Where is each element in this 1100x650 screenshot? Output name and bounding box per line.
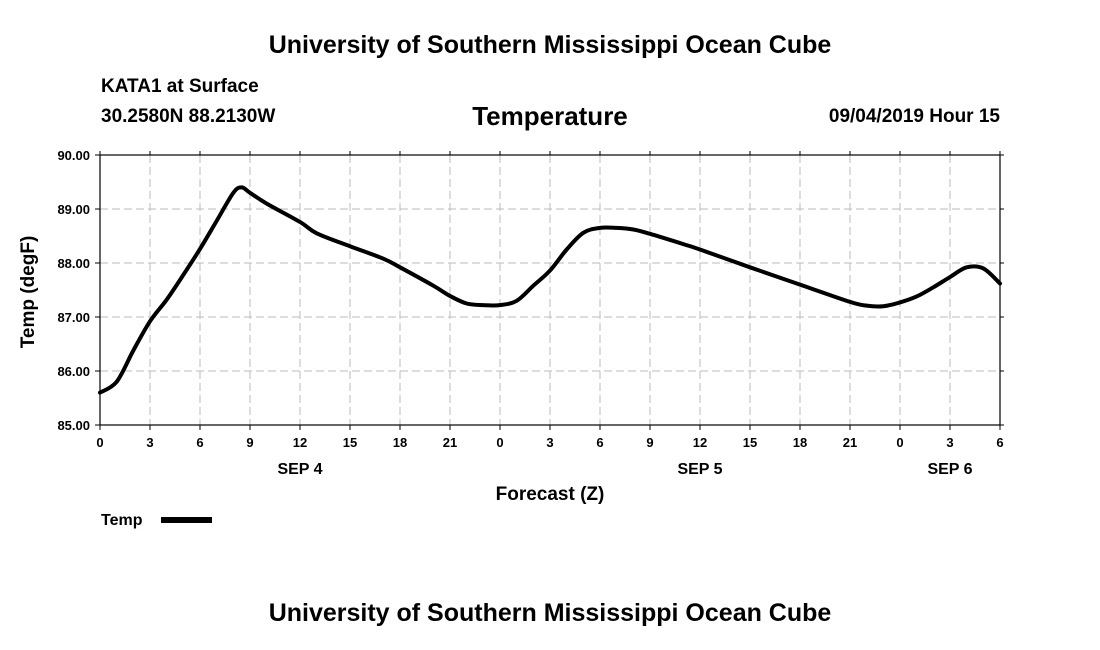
x-tick-label: 0 <box>496 435 503 450</box>
coordinates-label: 30.2580N 88.2130W <box>101 106 276 127</box>
y-tick-label: 90.00 <box>57 148 90 163</box>
legend-entry-temp: Temp <box>101 512 143 529</box>
bottom-title: University of Southern Mississippi Ocean… <box>268 599 832 627</box>
forecast-datestamp: 09/04/2019 Hour 15 <box>828 106 1000 127</box>
x-tick-label: 12 <box>293 435 307 450</box>
x-tick-label: 21 <box>843 435 857 450</box>
y-tick-label: 87.00 <box>57 310 90 325</box>
x-tick-label: 3 <box>546 435 553 450</box>
x-tick-label: 3 <box>946 435 953 450</box>
chart-title: Temperature <box>472 101 628 131</box>
x-tick-label: 21 <box>443 435 457 450</box>
x-axis-label: Forecast (Z) <box>496 484 605 505</box>
x-tick-label: 6 <box>996 435 1003 450</box>
x-tick-label: 6 <box>596 435 603 450</box>
y-axis-label: Temp (degF) <box>18 236 39 349</box>
grid <box>100 155 1000 425</box>
x-tick-label: 3 <box>146 435 153 450</box>
day-label: SEP 4 <box>277 461 322 478</box>
y-tick-label: 86.00 <box>57 364 90 379</box>
x-tick-label: 12 <box>693 435 707 450</box>
x-tick-label: 18 <box>393 435 407 450</box>
y-tick-label: 89.00 <box>57 202 90 217</box>
series-line-temp <box>98 185 1002 395</box>
top-title: University of Southern Mississippi Ocean… <box>268 31 832 59</box>
legend: Temp <box>101 512 212 529</box>
x-tick-label: 9 <box>246 435 253 450</box>
y-axis: 85.00 86.00 87.00 88.00 89.00 90.00 <box>57 148 1004 433</box>
day-label: SEP 6 <box>927 461 972 478</box>
day-labels: SEP 4 SEP 5 SEP 6 <box>277 461 972 478</box>
day-label: SEP 5 <box>677 461 722 478</box>
x-tick-label: 15 <box>743 435 757 450</box>
x-tick-label: 18 <box>793 435 807 450</box>
x-tick-label: 6 <box>196 435 203 450</box>
x-tick-label: 9 <box>646 435 653 450</box>
station-label: KATA1 at Surface <box>101 76 259 97</box>
y-tick-label: 88.00 <box>57 256 90 271</box>
x-tick-label: 0 <box>896 435 903 450</box>
x-tick-label: 0 <box>96 435 103 450</box>
x-tick-label: 15 <box>343 435 357 450</box>
x-axis: 0 3 6 9 12 15 18 21 0 3 6 9 12 15 18 21 0 3 6 <box>96 151 1004 450</box>
y-tick-label: 85.00 <box>57 418 90 433</box>
